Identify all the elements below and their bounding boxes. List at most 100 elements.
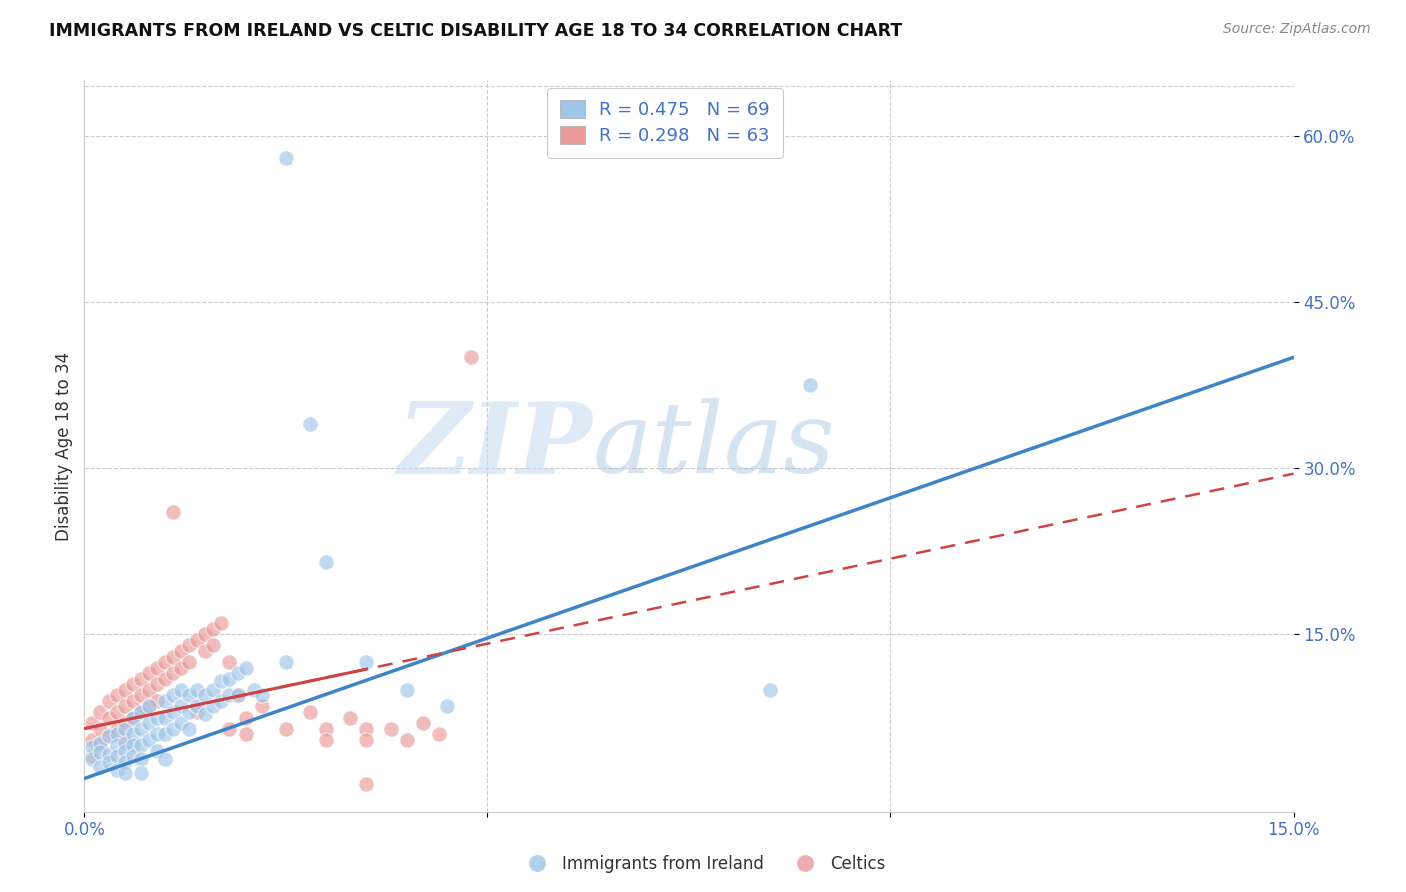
Point [218,655,240,669]
Text: atlas: atlas [592,399,835,493]
Text: Source: ZipAtlas.com: Source: ZipAtlas.com [1223,22,1371,37]
Point [121,694,143,708]
Point [218,722,240,736]
Point [129,722,152,736]
Point [209,673,232,688]
Point [274,722,297,736]
Point [186,682,208,697]
Point [129,738,152,752]
Point [412,716,434,731]
Point [380,722,402,736]
Point [186,705,208,719]
Point [186,699,208,714]
Point [105,738,128,752]
Point [218,672,240,686]
Point [179,705,201,719]
Point [121,677,143,691]
Point [153,710,176,724]
Point [218,689,240,703]
Point [114,766,136,780]
Point [129,689,152,703]
Point [114,722,136,736]
Point [226,689,249,703]
Point [235,727,257,741]
Point [138,699,160,714]
Point [114,682,136,697]
Point [179,689,201,703]
Legend: Immigrants from Ireland, Celtics: Immigrants from Ireland, Celtics [513,848,893,880]
Point [129,672,152,686]
Point [153,727,176,741]
Point [339,710,361,724]
Point [274,655,297,669]
Point [138,699,160,714]
Point [105,722,128,736]
Point [235,710,257,724]
Point [179,722,201,736]
Point [250,699,273,714]
Point [82,751,104,765]
Point [129,751,152,765]
Point [89,760,111,774]
Point [162,666,184,681]
Point [202,682,225,697]
Point [799,378,821,392]
Point [114,755,136,769]
Point [315,722,337,736]
Point [315,732,337,747]
Point [153,694,176,708]
Point [89,705,111,719]
Y-axis label: Disability Age 18 to 34: Disability Age 18 to 34 [55,351,73,541]
Point [105,749,128,764]
Point [356,722,378,736]
Point [162,649,184,664]
Point [395,682,418,697]
Point [105,705,128,719]
Point [170,682,193,697]
Point [146,744,169,758]
Point [315,555,337,569]
Point [194,689,217,703]
Point [97,710,120,724]
Point [97,730,120,744]
Point [146,660,169,674]
Point [226,666,249,681]
Point [250,689,273,703]
Point [170,660,193,674]
Point [436,699,458,714]
Point [82,749,104,764]
Point [194,627,217,641]
Point [114,744,136,758]
Point [153,672,176,686]
Point [427,727,450,741]
Point [356,732,378,747]
Point [356,655,378,669]
Point [153,751,176,765]
Point [138,666,160,681]
Point [114,699,136,714]
Point [105,727,128,741]
Point [105,763,128,777]
Point [395,732,418,747]
Point [186,632,208,647]
Text: ZIP: ZIP [398,398,592,494]
Point [170,716,193,731]
Point [194,707,217,722]
Point [138,682,160,697]
Point [82,740,104,755]
Point [146,694,169,708]
Point [162,705,184,719]
Point [146,727,169,741]
Point [202,699,225,714]
Point [121,710,143,724]
Point [209,694,232,708]
Point [97,755,120,769]
Point [153,655,176,669]
Point [89,736,111,750]
Point [121,738,143,752]
Point [274,151,297,165]
Point [299,417,322,431]
Point [758,682,780,697]
Point [179,639,201,653]
Point [226,689,249,703]
